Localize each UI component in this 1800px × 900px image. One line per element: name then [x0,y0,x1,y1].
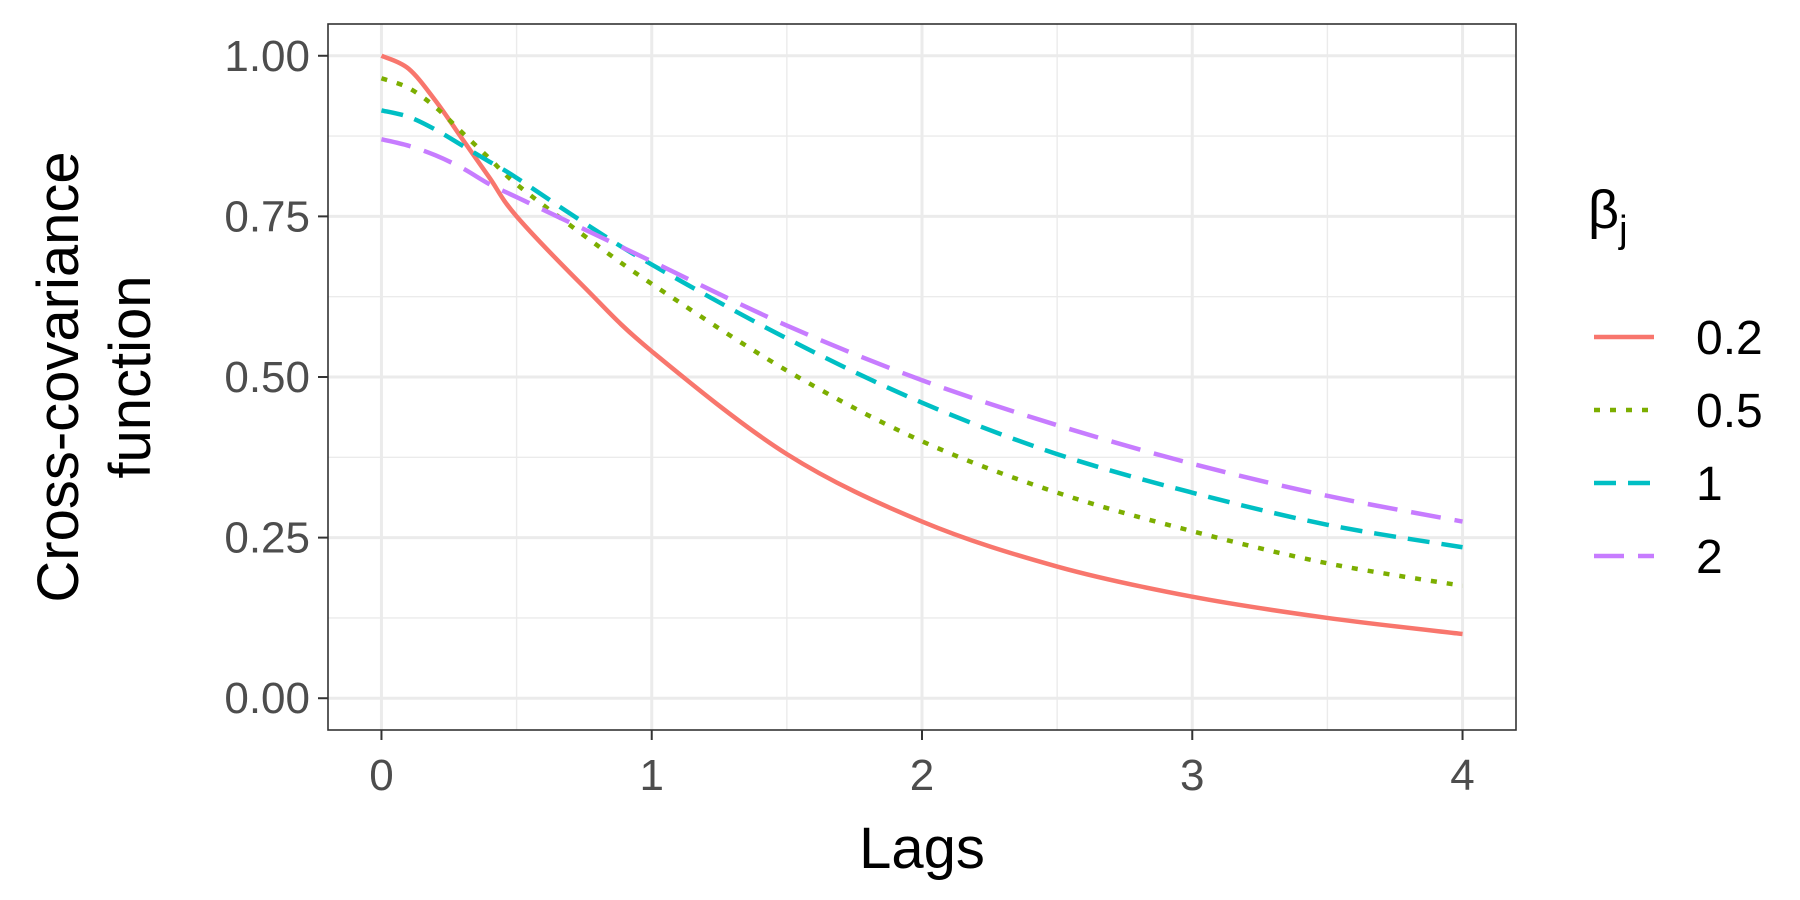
y-tick-label: 0.25 [224,514,310,563]
series-line-3 [380,137,1463,524]
y-tick-label: 0.00 [224,674,310,723]
series-line-2 [380,108,1463,550]
y-tick-label: 0.50 [224,353,310,402]
legend-items: 0.2 0.5 1 2 [1594,312,1763,584]
legend-label-2: 1 [1696,458,1723,511]
legend-title-subscript: j [1618,209,1627,251]
legend-label-3: 2 [1696,531,1723,584]
y-tick-label: 1.00 [224,32,310,81]
y-axis-title-line-2: function [98,275,163,478]
grid-layer [328,24,1516,730]
legend-label-0: 0.2 [1696,312,1763,365]
series-layer [380,53,1463,637]
y-axis-title: Cross-covariance function [26,151,163,602]
y-axis-title-line-1: Cross-covariance [26,151,91,602]
x-tick-label: 0 [369,751,393,800]
legend-title-symbol: β [1588,180,1619,240]
x-axis-title: Lags [859,816,985,881]
series-line-0 [380,53,1463,637]
x-tick-label: 2 [910,751,934,800]
legend-title: βj [1588,180,1628,251]
x-tick-label: 3 [1180,751,1204,800]
x-tick-label: 4 [1450,751,1474,800]
series-line-1 [380,76,1463,589]
axis-layer: 0 1 2 3 4 0.00 0.25 0.50 0.75 1.00 [224,32,1474,800]
x-tick-label: 1 [639,751,663,800]
y-tick-label: 0.75 [224,192,310,241]
legend-label-1: 0.5 [1696,385,1763,438]
legend: βj 0.2 0.5 1 2 [1588,180,1763,584]
